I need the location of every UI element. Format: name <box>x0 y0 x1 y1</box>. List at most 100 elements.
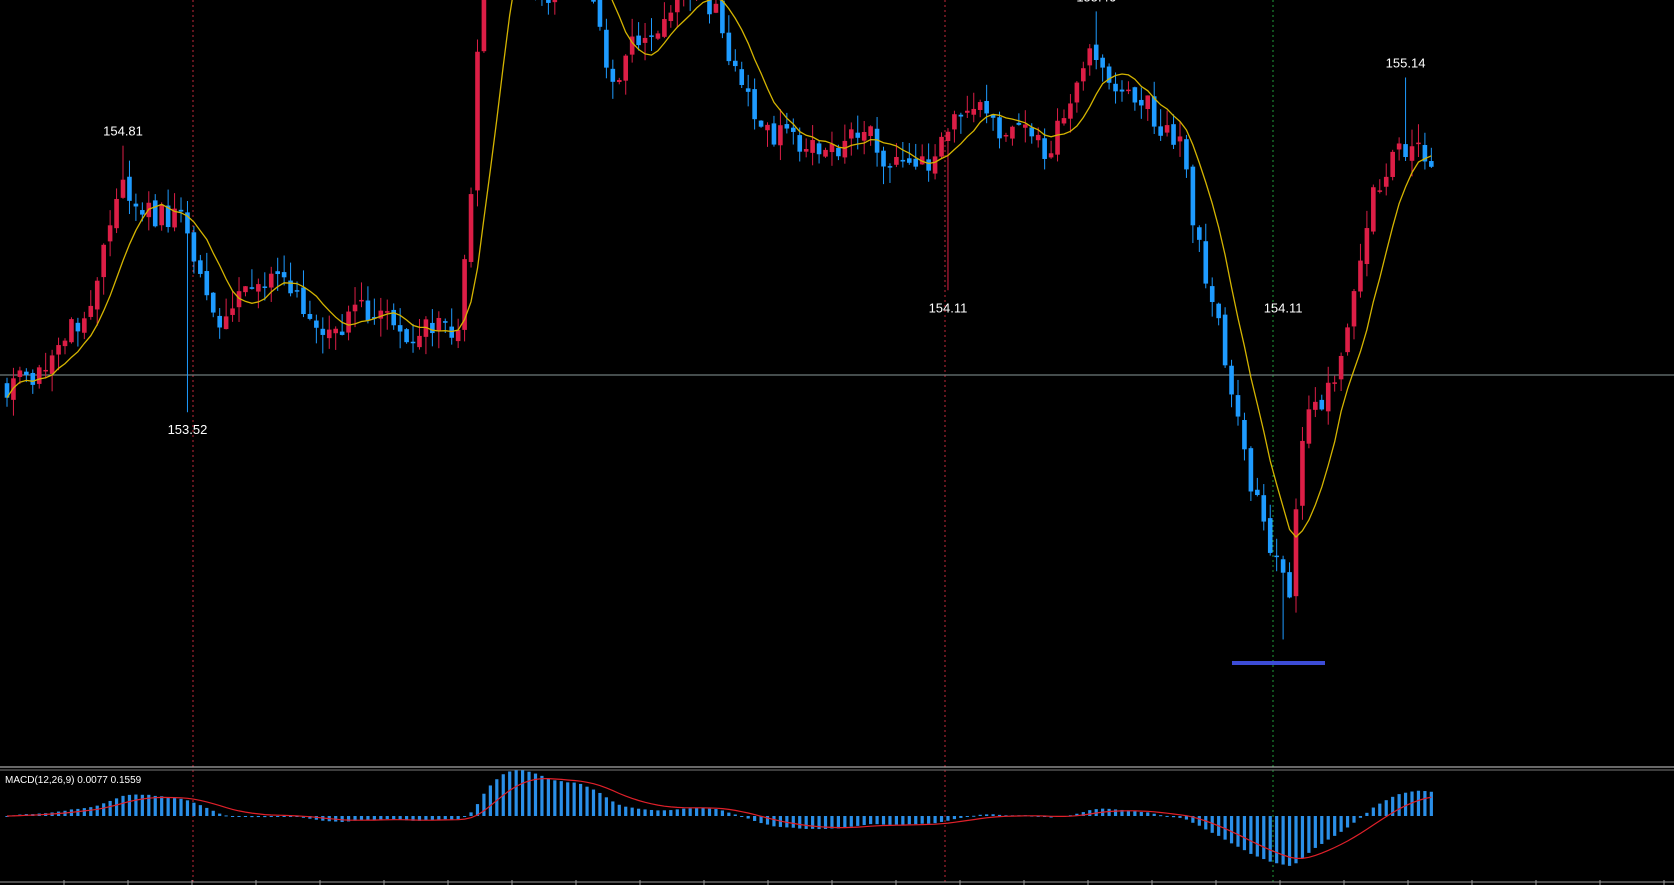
macd-bar <box>598 792 602 816</box>
candle-body <box>591 0 596 2</box>
macd-bar <box>127 794 132 816</box>
macd-bar <box>224 815 228 817</box>
candle-body <box>462 259 467 330</box>
macd-bar <box>991 814 995 816</box>
candle-body <box>4 383 10 398</box>
candle-body <box>868 126 873 137</box>
candle-body <box>24 371 29 376</box>
macd-bar <box>830 816 834 829</box>
macd-bar <box>540 775 544 816</box>
macd-bar <box>682 808 686 816</box>
candle-body <box>352 304 358 312</box>
candle-body <box>604 29 609 68</box>
macd-bar <box>398 816 402 820</box>
macd-bar <box>172 798 177 816</box>
candle-body <box>36 367 42 384</box>
candle-body <box>268 273 274 288</box>
macd-bar <box>1242 816 1247 851</box>
macd-bar <box>237 816 241 817</box>
candle-body <box>1061 118 1067 124</box>
candle-body <box>475 51 480 191</box>
macd-bar <box>1159 815 1163 817</box>
macd-bar <box>495 779 499 816</box>
macd-bar <box>572 782 576 816</box>
candle-body <box>1267 518 1273 553</box>
macd-bar <box>585 786 589 816</box>
macd-bar <box>637 808 641 816</box>
candle-body <box>829 143 835 153</box>
price-label: 155.46 <box>1076 0 1116 4</box>
bottom-axis-ticks <box>63 880 1665 885</box>
macd-bar <box>108 800 112 816</box>
candle-body <box>1126 89 1131 92</box>
candle-body <box>919 156 925 165</box>
candle-body <box>107 225 113 242</box>
candle-body <box>204 271 210 296</box>
candle-body <box>1293 509 1299 597</box>
candle-body <box>1074 82 1080 103</box>
macd-bar <box>482 793 486 816</box>
candle-body <box>913 158 919 167</box>
candle-body <box>1403 144 1408 158</box>
macd-bar <box>1365 812 1369 816</box>
macd-bar <box>243 816 248 818</box>
candle-body <box>881 150 886 167</box>
macd-bar <box>630 807 634 816</box>
candle-body <box>1023 124 1028 128</box>
macd-bar <box>1333 816 1337 836</box>
macd-bar <box>1249 816 1253 854</box>
macd-bar <box>443 816 447 820</box>
candle-body <box>256 284 261 292</box>
candle-body <box>842 140 848 158</box>
macd-bar <box>1133 811 1137 816</box>
macd-bar <box>140 794 144 816</box>
macd-bar <box>643 809 647 816</box>
macd-bar <box>5 816 9 817</box>
macd-bar <box>566 782 570 816</box>
macd-bar <box>1223 816 1227 840</box>
candle-body <box>262 286 268 288</box>
candle-body <box>629 36 635 55</box>
candle-body <box>288 280 293 294</box>
macd-bar <box>102 803 106 816</box>
candle-body <box>1313 401 1318 410</box>
macd-bar <box>366 816 370 820</box>
candle-body <box>1377 190 1383 192</box>
macd-bar <box>1081 812 1085 816</box>
macd-bar <box>785 816 789 828</box>
candle-body <box>623 55 629 81</box>
macd-bar <box>527 771 531 816</box>
candle-body <box>1416 142 1421 145</box>
candle-body <box>1351 291 1357 327</box>
macd-bar <box>933 816 937 824</box>
candle-body <box>94 280 100 310</box>
candle-body <box>816 143 822 155</box>
macd-bar <box>972 815 976 817</box>
candle-body <box>198 260 203 274</box>
candle-body <box>1081 68 1086 82</box>
macd-bar <box>733 814 737 816</box>
candle-body <box>481 0 487 52</box>
candle-body <box>1029 127 1035 137</box>
candle-body <box>1261 495 1267 522</box>
candle-body <box>404 329 409 343</box>
macd-bar <box>469 812 473 816</box>
macd-bar <box>508 771 512 816</box>
candle-body <box>797 135 803 152</box>
macd-bar <box>714 809 718 816</box>
macd-bar <box>843 816 847 828</box>
candle-body <box>636 35 641 46</box>
macd-bar <box>1191 816 1195 823</box>
candle-body <box>294 290 300 292</box>
candle-body <box>333 328 338 334</box>
candle-body <box>120 179 126 198</box>
candle-body <box>1055 120 1060 155</box>
macd-bar <box>392 816 396 820</box>
candle-body <box>836 147 841 157</box>
macd-bar <box>720 810 724 816</box>
candle-body <box>707 0 712 15</box>
candle-body <box>442 321 448 323</box>
candle-body <box>69 319 74 343</box>
candle-body <box>1139 99 1144 106</box>
